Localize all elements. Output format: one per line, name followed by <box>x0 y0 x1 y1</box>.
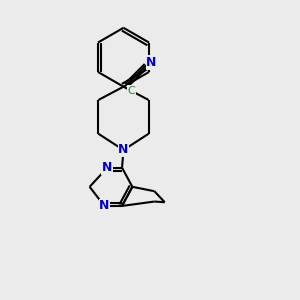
Text: N: N <box>146 56 157 69</box>
Text: N: N <box>102 161 112 174</box>
Text: C: C <box>128 85 136 95</box>
Text: N: N <box>118 143 129 157</box>
Text: N: N <box>99 200 110 212</box>
